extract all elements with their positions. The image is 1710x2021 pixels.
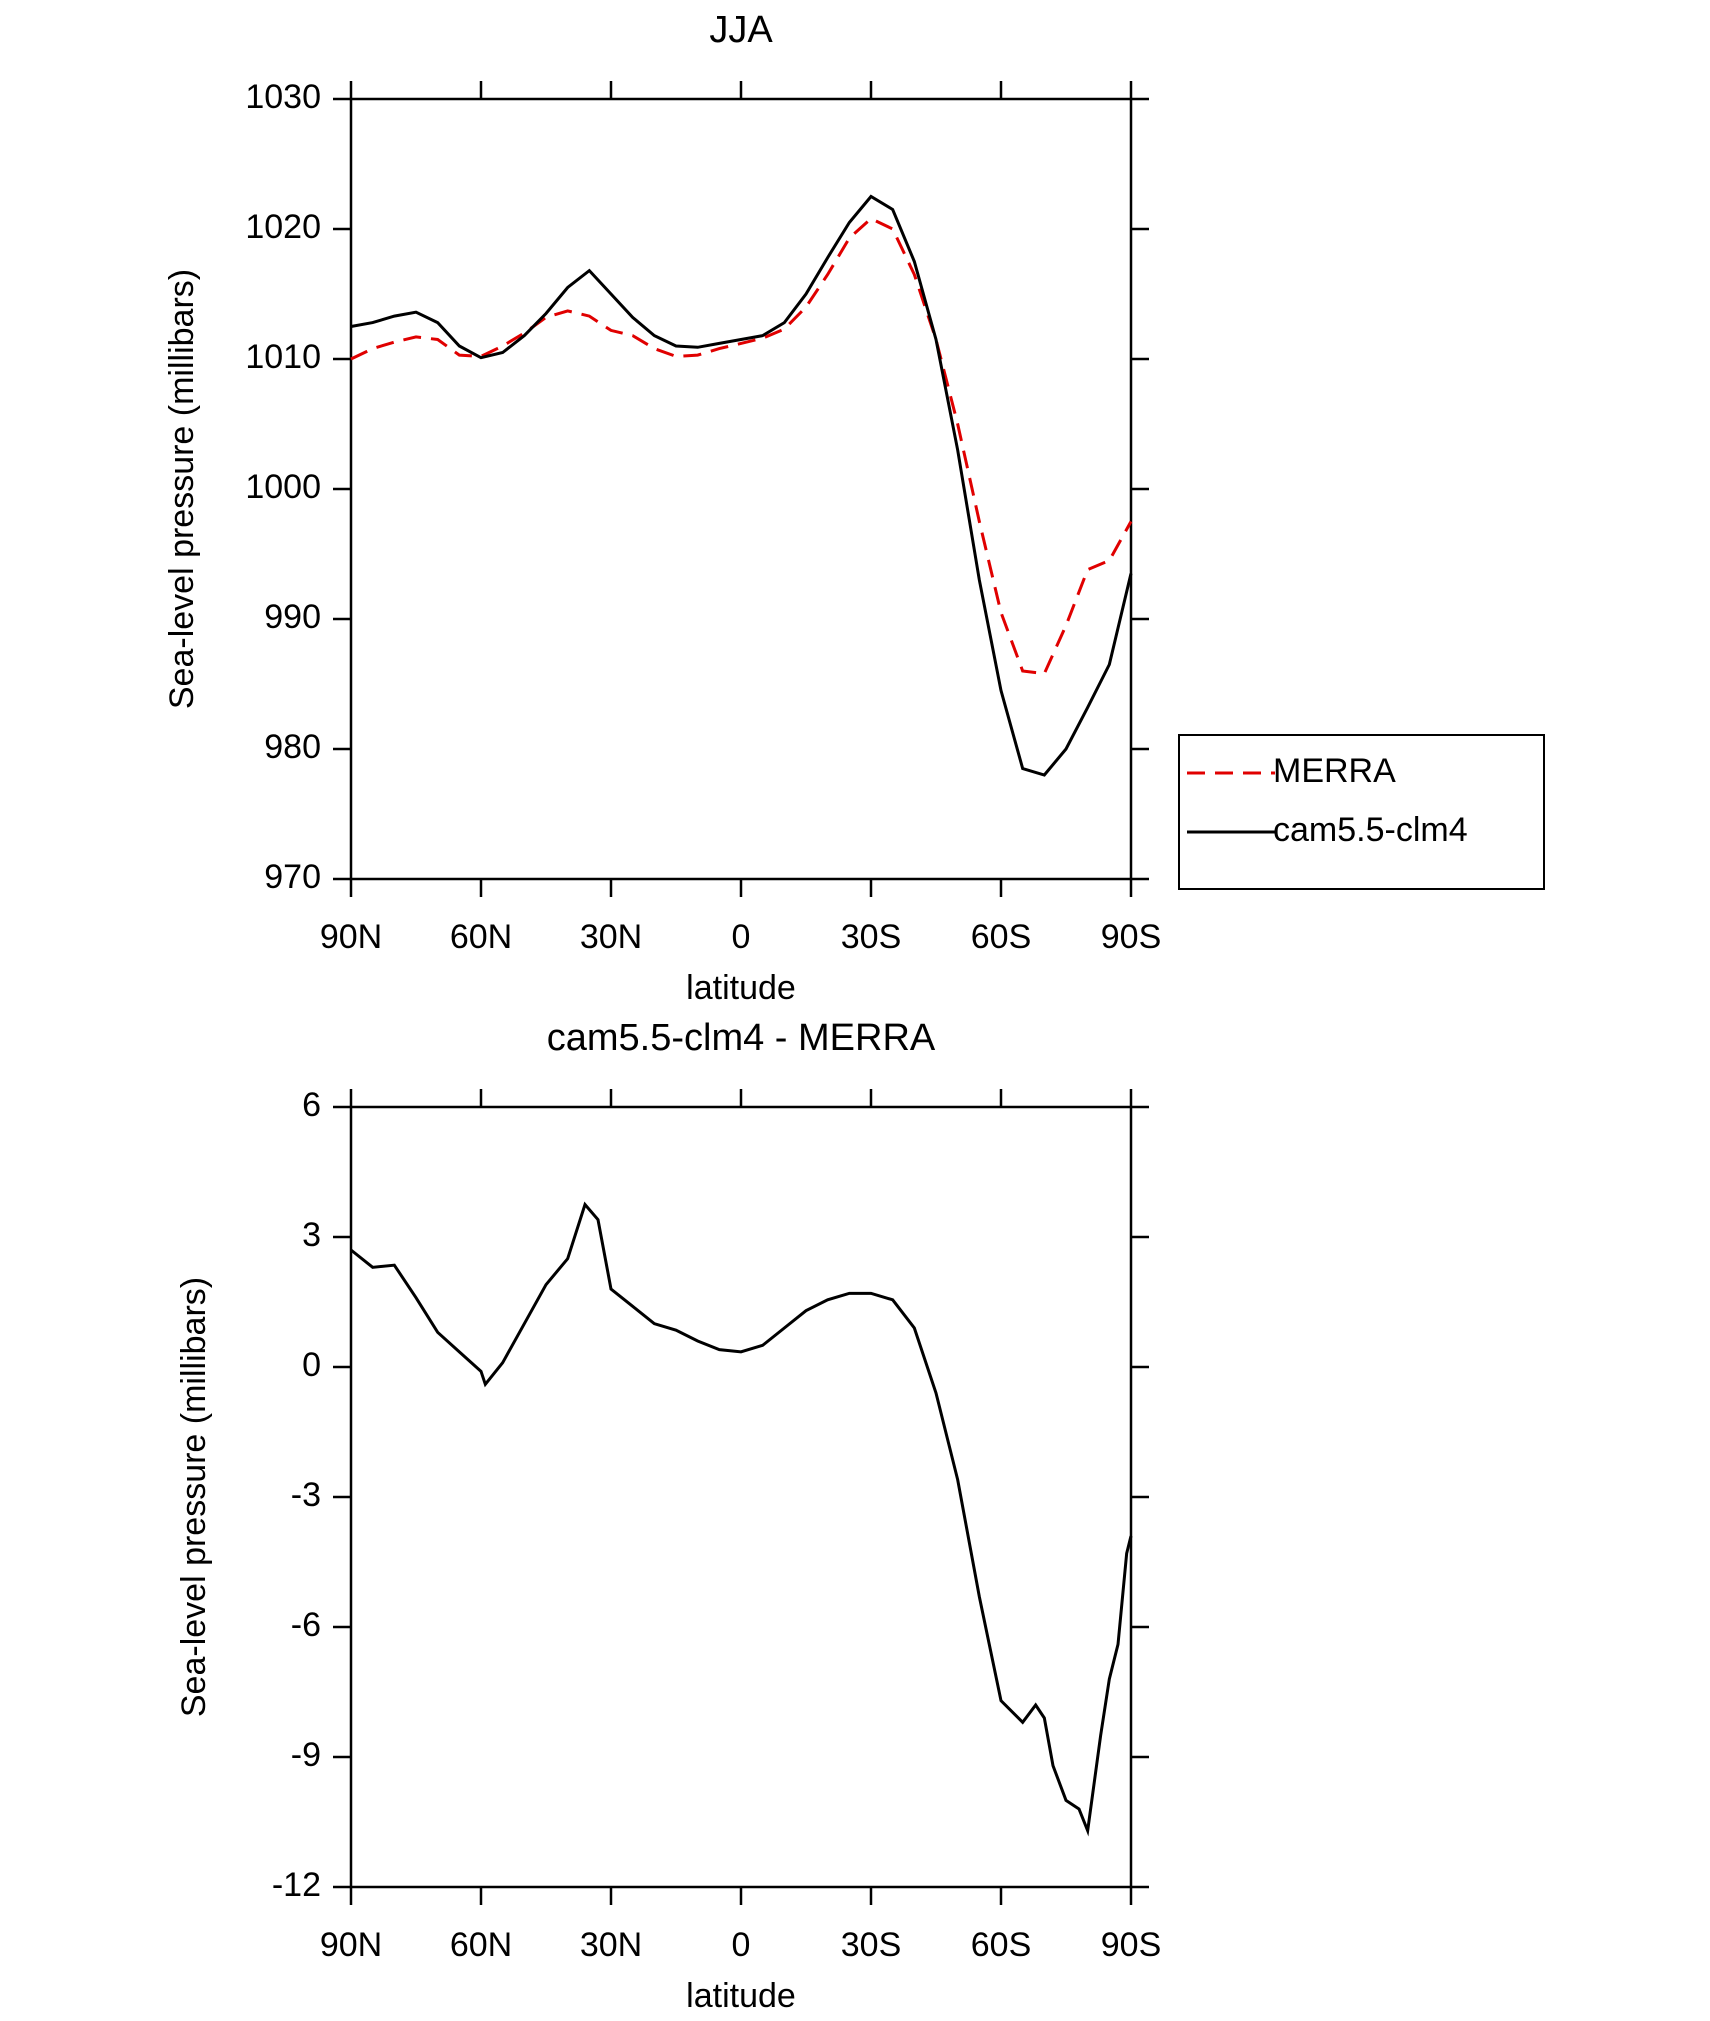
y-tick-label: 980: [264, 728, 321, 766]
x-tick-label: 90S: [1101, 1926, 1162, 1964]
x-tick-label: 30S: [841, 1926, 902, 1964]
x-tick-label: 60N: [450, 1926, 512, 1964]
y-axis-label: Sea-level pressure (millibars): [163, 269, 201, 709]
y-tick-label: 0: [302, 1346, 321, 1384]
y-tick-label: -6: [291, 1606, 321, 1644]
x-tick-label: 30N: [580, 918, 642, 956]
y-tick-label: 1030: [245, 78, 321, 116]
y-tick-label: 1020: [245, 208, 321, 246]
y-axis-label: Sea-level pressure (millibars): [175, 1277, 213, 1717]
x-tick-label: 90N: [320, 918, 382, 956]
legend-box: [1178, 734, 1545, 890]
y-tick-label: 6: [302, 1086, 321, 1124]
x-tick-label: 0: [732, 1926, 751, 1964]
y-tick-label: -9: [291, 1736, 321, 1774]
y-tick-label: -3: [291, 1476, 321, 1514]
y-tick-label: 3: [302, 1216, 321, 1254]
y-tick-label: 1010: [245, 338, 321, 376]
chart-title: JJA: [709, 9, 773, 51]
series-line: [350, 216, 1133, 676]
x-tick-label: 60N: [450, 918, 512, 956]
x-tick-label: 60S: [971, 1926, 1032, 1964]
x-tick-label: 30N: [580, 1926, 642, 1964]
x-axis-label: latitude: [686, 969, 796, 1007]
series-line: [350, 194, 1133, 777]
data-line: [350, 1201, 1133, 1837]
legend-label: MERRA: [1273, 752, 1396, 790]
y-tick-label: 990: [264, 598, 321, 636]
x-tick-label: 60S: [971, 918, 1032, 956]
x-tick-label: 90N: [320, 1926, 382, 1964]
plot-frame: [349, 97, 1133, 881]
x-tick-label: 90S: [1101, 918, 1162, 956]
y-tick-label: -12: [272, 1866, 321, 1904]
x-tick-label: 30S: [841, 918, 902, 956]
x-axis-label: latitude: [686, 1977, 796, 2015]
legend-label: cam5.5-clm4: [1273, 811, 1468, 849]
plot-frame: [349, 1105, 1133, 1889]
x-tick-label: 0: [732, 918, 751, 956]
y-tick-label: 1000: [245, 468, 321, 506]
y-tick-label: 970: [264, 858, 321, 896]
chart-title: cam5.5-clm4 - MERRA: [547, 1017, 936, 1059]
